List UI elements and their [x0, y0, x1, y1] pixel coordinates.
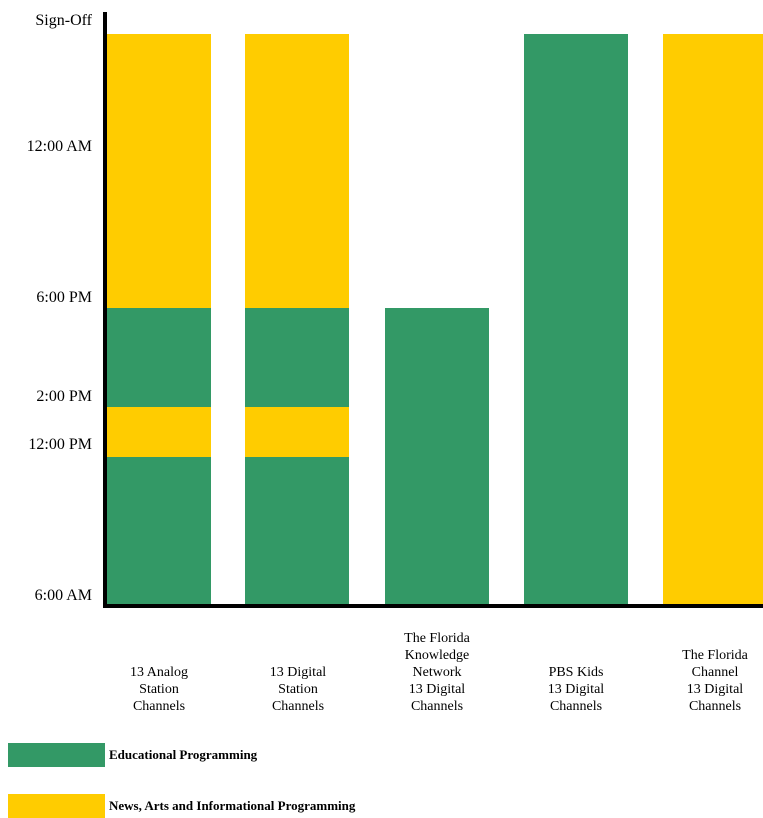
x-category-label-line: Network	[413, 665, 462, 680]
y-tick-label-2-00-pm: 2:00 PM	[36, 388, 92, 405]
x-category-label-line: Knowledge	[405, 648, 470, 663]
legend-item-news: News, Arts and Informational Programming	[8, 794, 508, 818]
bar-1-segment-2-news-arts-and-informational-programming	[107, 407, 211, 457]
bar-2-segment-4-news-arts-and-informational-programming	[245, 34, 349, 308]
legend-swatch-educational	[8, 743, 105, 767]
x-category-label-line: 13 Digital	[270, 665, 326, 680]
bars-group	[107, 34, 763, 606]
y-tick-label-sign-off: Sign-Off	[35, 12, 92, 29]
bar-4-segment-1-educational-programming	[524, 34, 628, 606]
x-category-label-line: 13 Digital	[687, 682, 743, 697]
legend-item-educational: Educational Programming	[8, 743, 508, 767]
schedule-chart: Sign-Off 12:00 AM 6:00 PM 2:00 PM 12:00 PM 6:…	[27, 12, 763, 714]
y-tick-label-12-00-am: 12:00 AM	[27, 138, 92, 155]
x-category-label-3: The Florida Knowledge Network 13 Digital Cha…	[404, 631, 470, 714]
x-category-label-line: Channel	[692, 665, 739, 680]
bar-2-segment-2-news-arts-and-informational-programming	[245, 407, 349, 457]
bar-2-segment-3-educational-programming	[245, 308, 349, 407]
legend-label-news: News, Arts and Informational Programming	[109, 798, 356, 813]
x-category-label-line: The Florida	[404, 631, 470, 646]
x-category-label-5: The Florida Channel 13 Digital Channels	[682, 648, 748, 714]
x-category-label-line: Channels	[550, 699, 602, 714]
legend-swatch-news	[8, 794, 105, 818]
x-category-label-line: Station	[278, 682, 318, 697]
x-category-label-1: 13 Analog Station Channels	[130, 665, 188, 714]
x-category-label-line: Station	[139, 682, 179, 697]
bar-3-segment-1-educational-programming	[385, 308, 489, 606]
x-category-label-line: 13 Digital	[548, 682, 604, 697]
x-category-label-line: 13 Digital	[409, 682, 465, 697]
y-tick-label-12-00-pm: 12:00 PM	[28, 436, 92, 453]
x-category-label-2: 13 Digital Station Channels	[270, 665, 326, 714]
y-axis-tick-labels: Sign-Off 12:00 AM 6:00 PM 2:00 PM 12:00 PM 6:…	[27, 12, 93, 604]
x-category-label-4: PBS Kids 13 Digital Channels	[548, 665, 604, 714]
x-category-label-line: Channels	[272, 699, 324, 714]
legend-label-educational: Educational Programming	[109, 747, 258, 762]
bar-1-segment-3-educational-programming	[107, 308, 211, 407]
x-category-label-line: PBS Kids	[549, 665, 604, 680]
x-category-label-line: The Florida	[682, 648, 748, 663]
x-category-label-line: Channels	[689, 699, 741, 714]
bar-1-segment-4-news-arts-and-informational-programming	[107, 34, 211, 308]
x-category-label-line: Channels	[133, 699, 185, 714]
bar-1-segment-1-educational-programming	[107, 457, 211, 606]
bar-2-segment-1-educational-programming	[245, 457, 349, 606]
x-axis-category-labels: 13 Analog Station Channels 13 Digital Statio…	[130, 631, 749, 714]
x-category-label-line: Channels	[411, 699, 463, 714]
x-category-label-line: 13 Analog	[130, 665, 188, 680]
y-tick-label-6-00-pm: 6:00 PM	[36, 289, 92, 306]
y-tick-label-6-00-am: 6:00 AM	[35, 587, 92, 604]
bar-5-segment-1-news-arts-and-informational-programming	[663, 34, 763, 606]
